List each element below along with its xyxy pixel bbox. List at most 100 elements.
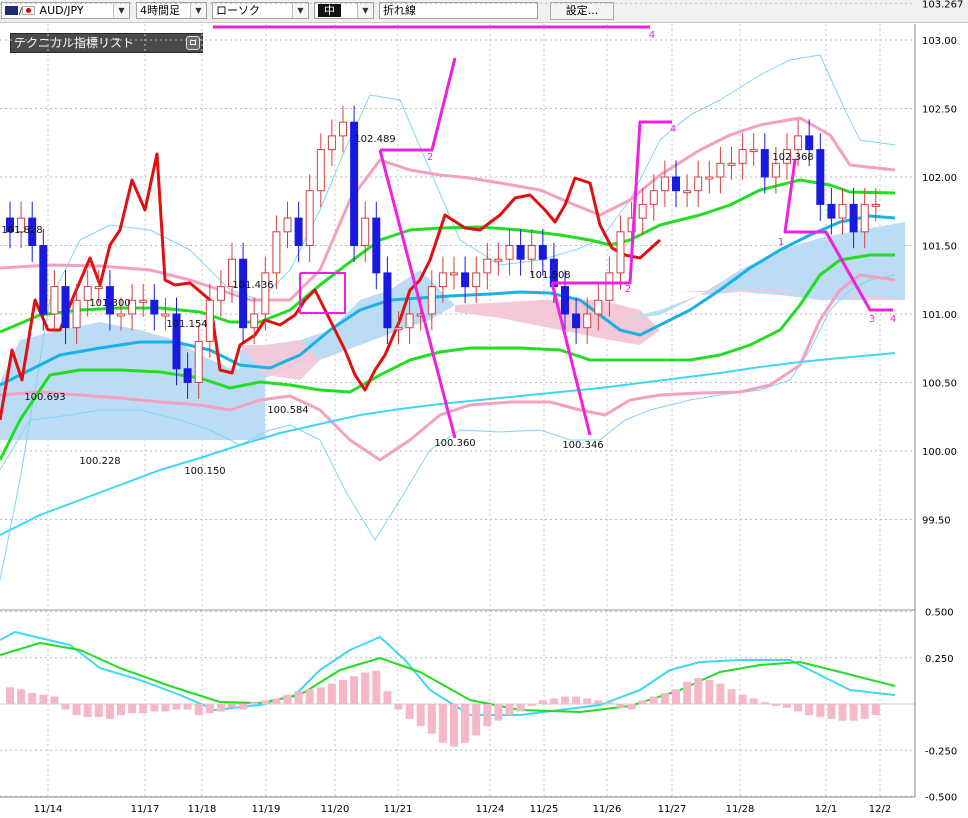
- macd-histogram-bar: [794, 704, 803, 712]
- macd-histogram-bar: [816, 704, 825, 717]
- trend-line: [378, 149, 457, 439]
- macd-histogram-bar: [194, 704, 203, 716]
- date-axis-label: 11/18: [188, 804, 217, 815]
- macd-histogram-bar: [538, 700, 547, 704]
- macd-histogram-bar: [339, 679, 347, 704]
- macd-line: [0, 631, 896, 716]
- chevron-down-icon[interactable]: ▼: [190, 3, 206, 18]
- candle-body: [83, 286, 92, 301]
- macd-histogram-bar: [105, 704, 114, 719]
- price-annotation: 100.346: [562, 440, 603, 451]
- candle-body: [427, 286, 436, 315]
- macd-histogram-bar: [17, 689, 26, 704]
- chart-style-label: ローソク: [216, 4, 260, 17]
- macd-histogram-bar: [572, 696, 581, 704]
- chevron-down-icon[interactable]: ▼: [113, 3, 129, 18]
- candle-body: [483, 258, 492, 274]
- macd-histogram-bar: [527, 704, 536, 706]
- macd-histogram-bar: [205, 704, 214, 714]
- date-axis-label: 11/25: [530, 804, 559, 815]
- candle-body: [472, 272, 481, 288]
- ichimoku-cloud-bear: [455, 300, 660, 345]
- candle-body: [749, 149, 758, 153]
- size-select[interactable]: 中 ▼: [314, 2, 374, 19]
- date-axis-label: 11/28: [726, 804, 755, 815]
- symbol-select[interactable]: / AUD/JPY ▼: [1, 2, 130, 19]
- candle-body: [161, 313, 170, 317]
- wave-label: 4: [649, 30, 655, 41]
- macd-histogram-bar: [760, 702, 769, 704]
- date-axis-label: 12/2: [869, 804, 891, 815]
- macd-histogram-bar: [749, 698, 758, 704]
- price-annotation: 100.693: [24, 392, 65, 403]
- macd-histogram-bar: [83, 704, 92, 717]
- macd-histogram-bar: [250, 702, 259, 704]
- candle-body: [871, 203, 880, 207]
- macd-histogram-bar: [272, 698, 281, 704]
- macd-histogram-bar: [294, 691, 303, 704]
- settings-button[interactable]: 設定...: [550, 2, 614, 20]
- trend-line: [550, 282, 592, 436]
- macd-histogram-bar: [239, 704, 248, 710]
- wave-label: 1: [778, 237, 784, 248]
- bollinger-mid: [0, 178, 896, 334]
- indicator-list-panel[interactable]: テクニカル指標リスト: [10, 33, 203, 53]
- candle-body: [572, 313, 581, 329]
- date-axis-label: 11/19: [252, 804, 281, 815]
- candle-body: [827, 203, 836, 219]
- candle-body: [117, 313, 125, 317]
- macd-histogram-bar: [716, 683, 725, 704]
- candle-body: [361, 217, 370, 247]
- macd-histogram-bar: [228, 704, 236, 708]
- bollinger-lower-1sigma: [0, 273, 896, 462]
- date-axis-label: 11/21: [384, 804, 413, 815]
- macd-histogram-bar: [305, 689, 314, 704]
- line-type-select[interactable]: 折れ線: [379, 2, 538, 19]
- macd-histogram-bar: [183, 704, 192, 710]
- candle-body: [816, 149, 825, 205]
- candle-body: [283, 217, 292, 233]
- signal-line: [0, 642, 896, 713]
- candle-body: [261, 272, 270, 315]
- candle-body: [805, 135, 814, 151]
- price-annotation: 102.489: [354, 134, 395, 145]
- price-axis-label: 103.267: [922, 0, 963, 10]
- price-axis-label: 102.00: [922, 173, 957, 184]
- candle-body: [505, 245, 514, 260]
- ichimoku-cloud-bull: [620, 222, 905, 320]
- candle-body: [183, 368, 192, 383]
- indicator-list-title: テクニカル指標リスト: [14, 36, 135, 50]
- macd-histogram-bar: [583, 698, 592, 704]
- price-annotation: 102.368: [772, 152, 813, 163]
- candle-body: [438, 272, 447, 288]
- macd-histogram-bar: [683, 681, 692, 704]
- price-axis-label: 100.50: [922, 379, 957, 390]
- candle-body: [649, 190, 658, 205]
- macd-histogram-bar: [6, 687, 14, 704]
- candle-body: [172, 313, 181, 370]
- candle-body: [860, 203, 869, 233]
- trend-line: [380, 57, 457, 152]
- symbol-label: AUD/JPY: [39, 4, 84, 17]
- macd-histogram-bar: [660, 692, 669, 704]
- macd-histogram-bar: [783, 704, 791, 708]
- candle-body: [405, 313, 414, 329]
- timeframe-select[interactable]: 4時間足 ▼: [136, 2, 207, 19]
- chart-style-select[interactable]: ローソク ▼: [212, 2, 309, 19]
- candle-body: [228, 258, 236, 288]
- candle-body: [461, 272, 470, 288]
- macd-histogram-bar: [50, 696, 59, 704]
- candle-body: [683, 190, 692, 194]
- candle-body: [538, 245, 547, 260]
- macd-histogram-bar: [871, 704, 880, 716]
- chevron-down-icon[interactable]: ▼: [292, 3, 308, 18]
- macd-histogram-bar: [117, 704, 125, 716]
- macd-histogram-bar: [594, 700, 603, 704]
- macd-histogram-bar: [627, 704, 636, 710]
- toolbar: / AUD/JPY ▼ 4時間足 ▼ ローソク ▼ 中 ▼ 折れ線 設定...: [0, 0, 968, 23]
- price-annotation: 100.228: [79, 456, 120, 467]
- size-label: 中: [318, 4, 341, 17]
- date-axis-label: 11/24: [476, 804, 505, 815]
- chevron-down-icon[interactable]: ▼: [357, 3, 373, 18]
